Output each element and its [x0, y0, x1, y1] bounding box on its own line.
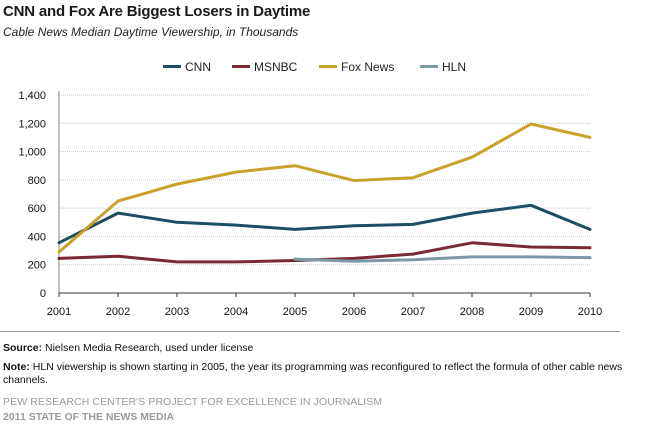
note-text: Note: HLN viewership is shown starting i…	[3, 361, 643, 387]
x-tick-label: 2006	[342, 306, 366, 318]
legend-item-msnbc: MSNBC	[232, 60, 297, 78]
x-tick-label: 2008	[460, 306, 484, 318]
x-tick-label: 2001	[47, 306, 71, 318]
y-tick-label: 1,200	[18, 118, 46, 130]
cnn-series-line	[57, 203, 592, 245]
hln-series-line	[293, 255, 592, 263]
legend-item-hln: HLN	[420, 60, 466, 78]
legend-swatch	[319, 65, 337, 69]
series-lines	[57, 122, 592, 264]
source-body: Nielsen Media Research, used under licen…	[45, 342, 254, 354]
credit-line-2: 2011 STATE OF THE NEWS MEDIA	[3, 411, 175, 423]
x-tick-label: 2010	[578, 306, 602, 318]
legend-label: HLN	[442, 60, 467, 74]
legend: CNN MSNBC Fox News HLN	[0, 60, 652, 78]
x-tick-label: 2004	[224, 306, 248, 318]
legend-label: Fox News	[341, 60, 395, 74]
y-tick-label: 0	[40, 288, 46, 300]
footer-divider	[0, 331, 620, 332]
x-tick-label: 2009	[519, 306, 543, 318]
y-tick-label: 600	[28, 203, 46, 215]
legend-item-fox-news: Fox News	[319, 60, 394, 78]
note-label: Note:	[3, 361, 30, 373]
note-body: HLN viewership is shown starting in 2005…	[3, 361, 623, 386]
y-tick-label: 800	[28, 175, 46, 187]
x-tick-label: 2003	[165, 306, 189, 318]
y-axis: 0 200 400 600 800 1,000 1,200 1,400	[18, 90, 60, 300]
x-tick-label: 2005	[283, 306, 307, 318]
legend-item-cnn: CNN	[163, 60, 211, 78]
source-label: Source:	[3, 342, 43, 354]
legend-swatch	[232, 65, 250, 69]
x-tick-label: 2007	[401, 306, 425, 318]
legend-label: CNN	[185, 60, 211, 74]
chart-subtitle: Cable News Median Daytime Viewership, in…	[3, 25, 299, 39]
y-tick-label: 400	[28, 231, 46, 243]
y-tick-label: 200	[28, 260, 46, 272]
source-text: Source: Nielsen Media Research, used und…	[3, 342, 253, 354]
legend-swatch	[420, 65, 438, 69]
y-tick-label: 1,400	[18, 90, 46, 102]
credit-line-1: PEW RESEARCH CENTER'S PROJECT FOR EXCELL…	[3, 396, 383, 408]
legend-swatch	[163, 65, 181, 69]
grid-lines	[59, 94, 590, 266]
x-axis: 2001 2002 2003 2004 2005 2006 2007 2008 2009 2010	[47, 292, 602, 318]
fox-news-series-line	[57, 122, 592, 254]
chart-title: CNN and Fox Are Biggest Losers in Daytim…	[3, 3, 311, 20]
legend-label: MSNBC	[254, 60, 298, 74]
x-tick-label: 2002	[106, 306, 130, 318]
y-tick-label: 1,000	[18, 147, 46, 159]
